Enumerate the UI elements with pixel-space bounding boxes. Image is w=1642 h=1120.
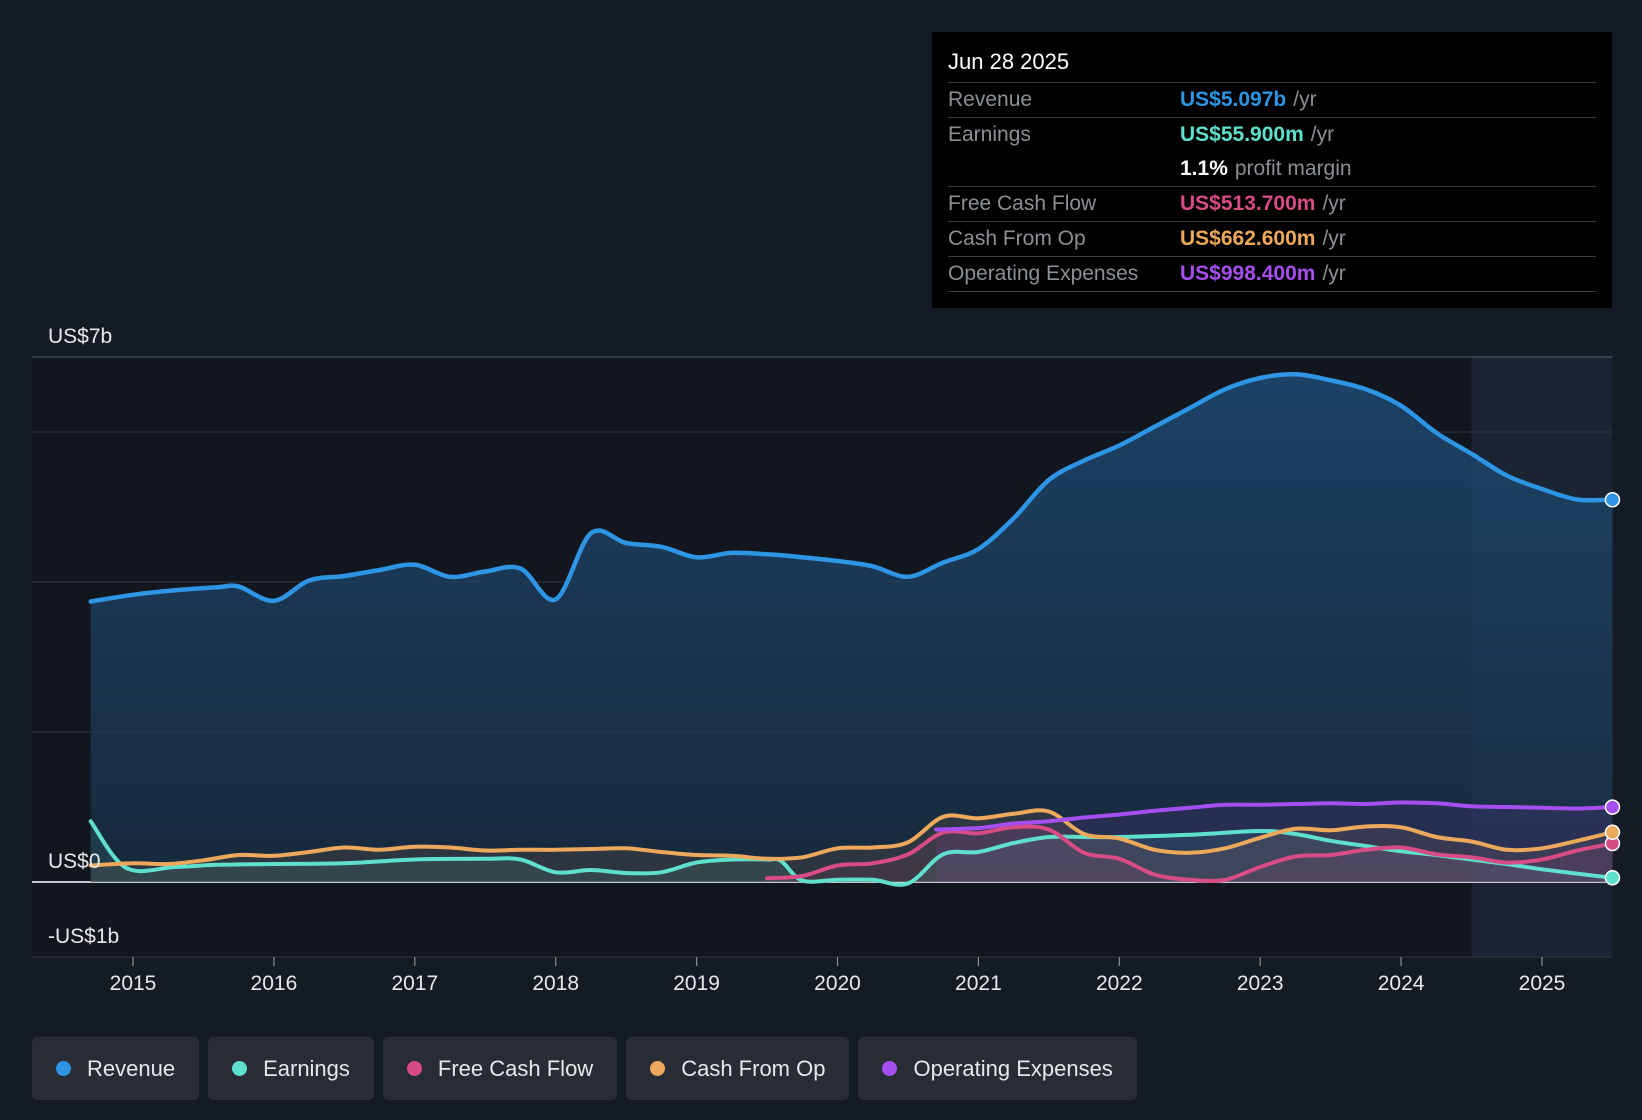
- series-lines: [88, 371, 1615, 887]
- series-line-free-cash-flow: [765, 824, 1615, 883]
- tooltip-panel: Jun 28 2025 Revenue US$5.097b/yr Earnings U…: [932, 32, 1612, 308]
- area-revenue: [90, 374, 1613, 882]
- x-axis-labels: 2015 2016 2017 2018 2019 2020 2021 2022 2023 2024…: [110, 957, 1566, 995]
- legend-label: Free Cash Flow: [437, 1055, 594, 1081]
- x-tick-label: 2022: [1096, 972, 1143, 995]
- tooltip-bottom-rule: [948, 291, 1596, 292]
- legend-dot-icon: [232, 1061, 248, 1076]
- tooltip-row-label: Cash From Op: [948, 227, 1086, 250]
- x-tick-label: 2018: [532, 972, 579, 995]
- tooltip-row-value: US$662.600m: [1180, 227, 1316, 250]
- x-tick-label: 2015: [110, 972, 157, 995]
- x-tick-label: 2023: [1237, 972, 1284, 995]
- legend-dot-icon: [406, 1061, 422, 1076]
- tooltip-row-value: US$998.400m: [1180, 262, 1316, 285]
- legend-item-cash-from-op[interactable]: Cash From Op: [626, 1037, 850, 1100]
- tooltip-row-value: 1.1%: [1180, 157, 1228, 180]
- end-marker-operating-expenses: [1604, 799, 1621, 815]
- tooltip-row-value: US$513.700m: [1180, 192, 1316, 215]
- tooltip-row-label: Earnings: [948, 123, 1031, 146]
- area-cash-from-op: [90, 810, 1613, 882]
- tooltip-row: Earnings US$55.900m/yr: [948, 117, 1596, 152]
- legend: Revenue Earnings Free Cash Flow Cash From O…: [32, 1037, 1137, 1100]
- legend-label: Operating Expenses: [913, 1055, 1113, 1081]
- series-end-markers: [1604, 491, 1621, 886]
- legend-label: Cash From Op: [681, 1055, 826, 1081]
- legend-dot-icon: [56, 1061, 71, 1076]
- x-tick-label: 2024: [1378, 972, 1425, 995]
- end-marker-revenue: [1604, 491, 1621, 508]
- y-tick-label: US$0: [48, 850, 101, 873]
- x-tick-label: 2016: [251, 972, 298, 995]
- tooltip-row: 1.1% profit margin: [948, 152, 1596, 186]
- series-line-cash-from-op: [88, 808, 1615, 868]
- tooltip-row: Free Cash Flow US$513.700m/yr: [948, 186, 1596, 221]
- tooltip-rows: Revenue US$5.097b/yr Earnings US$55.900m/yr…: [948, 82, 1596, 292]
- tooltip-row-unit: profit margin: [1234, 157, 1352, 180]
- legend-item-free-cash-flow[interactable]: Free Cash Flow: [382, 1037, 618, 1100]
- y-tick-label: US$7b: [48, 325, 112, 348]
- x-tick-label: 2021: [955, 972, 1002, 995]
- legend-label: Earnings: [263, 1055, 350, 1081]
- area-free-cash-flow: [767, 826, 1613, 882]
- legend-label: Revenue: [87, 1055, 176, 1081]
- tooltip-row-label: Revenue: [948, 88, 1033, 111]
- end-marker-earnings: [1604, 870, 1621, 886]
- tooltip-row-unit: /yr: [1293, 88, 1317, 111]
- tooltip-row-value: US$55.900m: [1180, 123, 1304, 146]
- area-fills: [90, 374, 1613, 885]
- area-earnings: [90, 821, 1613, 885]
- area-operating-expenses: [936, 802, 1613, 882]
- tooltip-row-label: Operating Expenses: [948, 262, 1139, 285]
- y-axis-labels: US$7b US$0 -US$1b: [48, 325, 119, 948]
- x-tick-label: 2025: [1519, 972, 1566, 995]
- tooltip-row-unit: /yr: [1322, 192, 1346, 215]
- x-tick-label: 2019: [673, 972, 720, 995]
- tooltip-row-unit: /yr: [1310, 123, 1335, 146]
- tooltip-date: Jun 28 2025: [948, 49, 1070, 74]
- legend-dot-icon: [650, 1061, 666, 1076]
- x-tick-label: 2017: [391, 972, 438, 995]
- legend-item-earnings[interactable]: Earnings: [208, 1037, 374, 1100]
- tooltip-row: Operating Expenses US$998.400m/yr: [948, 256, 1596, 291]
- tooltip-row: Cash From Op US$662.600m/yr: [948, 221, 1596, 256]
- series-line-operating-expenses: [934, 800, 1615, 832]
- tooltip-row-label: Free Cash Flow: [948, 192, 1097, 215]
- legend-dot-icon: [882, 1061, 898, 1076]
- legend-item-operating-expenses[interactable]: Operating Expenses: [858, 1037, 1137, 1100]
- y-tick-label: -US$1b: [48, 925, 119, 948]
- tooltip-row-unit: /yr: [1322, 262, 1346, 285]
- legend-item-revenue[interactable]: Revenue: [32, 1037, 200, 1100]
- series-line-earnings: [88, 819, 1615, 887]
- tooltip-row: Revenue US$5.097b/yr: [948, 82, 1596, 117]
- end-marker-cash-from-op: [1604, 824, 1621, 841]
- x-tick-label: 2020: [814, 972, 861, 995]
- tooltip-row-unit: /yr: [1322, 227, 1346, 250]
- tooltip-row-value: US$5.097b: [1180, 88, 1287, 111]
- series-line-revenue: [88, 371, 1615, 604]
